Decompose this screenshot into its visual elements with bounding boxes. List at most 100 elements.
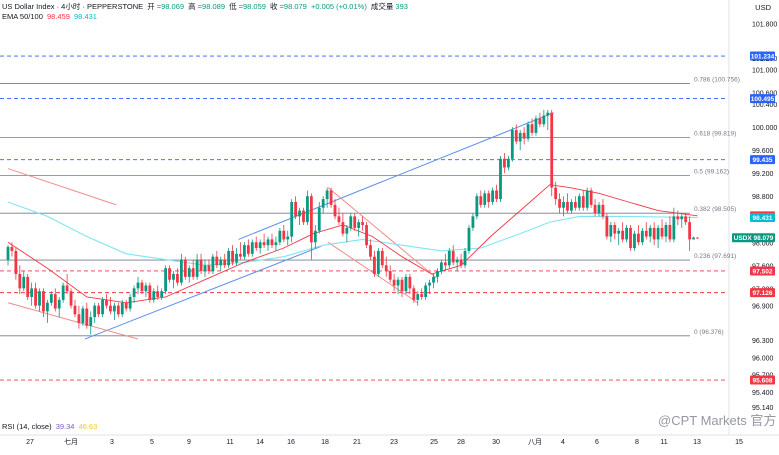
candle-body — [321, 199, 325, 208]
trendline — [84, 245, 322, 340]
candle-body — [692, 237, 695, 240]
high-label: 高 — [188, 2, 196, 11]
rsi-value-1: 39.34 — [55, 422, 75, 431]
candle-body — [195, 259, 199, 277]
x-tick-label: 6 — [595, 439, 599, 446]
candle-body — [534, 118, 538, 133]
candle-body — [341, 222, 345, 234]
candle-body — [581, 196, 585, 208]
x-tick-label: 11 — [226, 439, 233, 446]
candle-body — [510, 129, 514, 159]
candle-body — [89, 317, 93, 326]
candle-body — [487, 193, 491, 202]
candle-body — [246, 245, 250, 254]
candle-body — [380, 250, 384, 266]
price-axis-tag — [750, 212, 775, 222]
candle-body — [585, 190, 589, 208]
candle-body — [388, 271, 392, 280]
candle-body — [396, 279, 400, 286]
candle-body — [589, 190, 593, 205]
ema-50-line — [7, 184, 698, 304]
candle-body — [144, 285, 148, 292]
candle-body — [357, 222, 361, 228]
candle-body — [404, 276, 408, 292]
candle-body — [495, 190, 498, 200]
price-axis-tag — [750, 155, 775, 165]
y-tick-label: 98.800 — [752, 194, 774, 201]
candle-body — [239, 253, 242, 257]
candle-body — [124, 302, 128, 309]
y-tick-label: 101.000 — [752, 68, 777, 75]
trendline — [7, 168, 117, 206]
price-axis-tag — [750, 375, 775, 385]
candle-body — [554, 187, 558, 200]
price-axis-tag-label: 97.126 — [753, 290, 773, 297]
candle-body — [424, 285, 428, 297]
candle-body — [392, 279, 396, 286]
y-tick-label: 99.200 — [752, 171, 774, 178]
candle-body — [290, 201, 294, 237]
candle-body — [428, 282, 431, 286]
candle-body — [227, 250, 231, 266]
candle-body — [625, 227, 628, 240]
candle-body — [231, 250, 234, 263]
x-tick-label: 13 — [693, 439, 701, 446]
ema50-value: 98.459 — [46, 12, 70, 21]
candle-body — [345, 227, 349, 234]
candle-body — [459, 259, 463, 266]
x-tick-label: 9 — [187, 439, 191, 446]
candle-body — [309, 196, 313, 243]
price-axis-tag — [750, 288, 775, 298]
candle-body — [235, 253, 238, 263]
trendline — [7, 302, 139, 340]
rsi-legend[interactable]: RSI (14, close) 39.34 46.63 — [2, 422, 99, 432]
candle-body — [609, 225, 613, 237]
candle-body — [376, 250, 380, 274]
candle-body — [105, 299, 108, 306]
candle-body — [416, 294, 420, 300]
candle-body — [282, 230, 286, 240]
candle-body — [696, 237, 699, 239]
x-tick-label: 5 — [150, 439, 154, 446]
ohlc-header: US Dollar Index · 4小时 · PEPPERSTONE 开 =98… — [2, 2, 410, 12]
price-axis-tag-label: USDX 98.079 — [734, 235, 774, 242]
candle-body — [672, 216, 676, 240]
candle-body — [656, 227, 660, 240]
candle-body — [6, 246, 10, 260]
candle-body — [530, 124, 534, 133]
candle-body — [10, 246, 14, 251]
y-tick-label: 98.000 — [752, 240, 774, 247]
ema-100-line — [7, 201, 698, 266]
x-tick-label: 21 — [353, 439, 361, 446]
candle-body — [14, 250, 18, 274]
ema-legend[interactable]: EMA 50/100 98.459 98.431 — [2, 12, 99, 22]
y-tick-label: 96.900 — [752, 304, 774, 311]
candle-body — [506, 158, 510, 168]
candle-body — [30, 288, 34, 297]
x-tick-label: 11 — [660, 439, 667, 446]
x-tick-label: 30 — [492, 439, 500, 446]
candle-body — [85, 308, 89, 326]
change-value: +0.005 (+0.01%) — [310, 2, 367, 11]
fib-level-label: 0 (96.376) — [694, 329, 724, 336]
candle-body — [120, 302, 124, 315]
candle-body — [349, 216, 353, 228]
candle-body — [136, 282, 140, 289]
candle-body — [26, 276, 30, 297]
candle-body — [179, 259, 183, 283]
x-tick-label: 25 — [430, 439, 438, 446]
candle-body — [306, 196, 309, 223]
candle-body — [499, 158, 502, 200]
candle-body — [455, 259, 459, 263]
open-value: =98.069 — [156, 2, 185, 11]
price-axis-tag-label: 98.431 — [753, 215, 773, 222]
candle-body — [156, 291, 160, 297]
x-tick-label: 七月 — [64, 437, 78, 446]
candle-body — [436, 271, 439, 277]
candle-body — [400, 279, 404, 292]
candle-body — [333, 204, 337, 217]
candle-body — [447, 250, 451, 266]
candle-body — [168, 268, 171, 280]
candle-body — [514, 129, 518, 142]
